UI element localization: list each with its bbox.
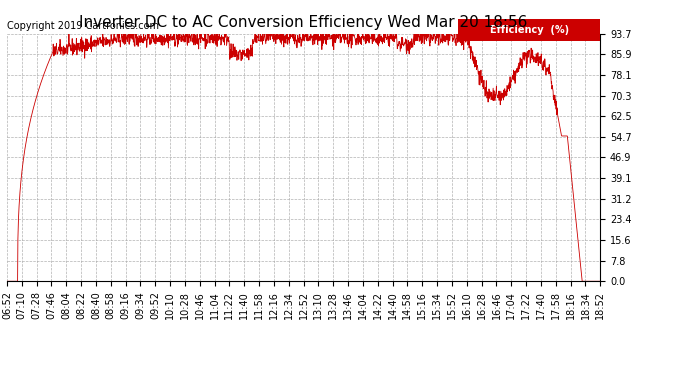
Text: Inverter DC to AC Conversion Efficiency Wed Mar 20 18:56: Inverter DC to AC Conversion Efficiency … (79, 15, 528, 30)
Text: Copyright 2019 Cartronics.com: Copyright 2019 Cartronics.com (7, 21, 159, 31)
